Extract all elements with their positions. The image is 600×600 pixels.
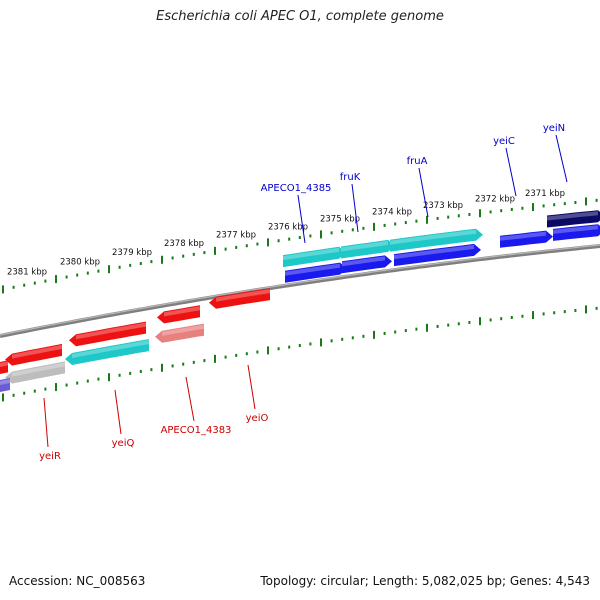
scale-label: 2376 kbp xyxy=(268,222,308,232)
feature-reverse-cds[interactable] xyxy=(5,343,62,366)
scale-label: 2377 kbp xyxy=(216,230,256,240)
scale-label: 2373 kbp xyxy=(423,201,463,211)
gene-leader-line xyxy=(185,376,195,422)
feature-yeio[interactable] xyxy=(209,288,270,309)
feature-reverse-cds[interactable] xyxy=(157,305,200,324)
feature-forward-cds[interactable] xyxy=(285,262,347,283)
feature-yeic[interactable] xyxy=(500,230,553,248)
gene-leader-line xyxy=(247,364,256,410)
gene-label-reverse[interactable]: yeiR xyxy=(39,451,61,462)
feature-layer xyxy=(0,210,600,392)
gene-label-reverse[interactable]: yeiQ xyxy=(112,438,135,449)
gene-label-forward[interactable]: APECO1_4385 xyxy=(261,183,332,194)
feature-forward-cds[interactable] xyxy=(553,224,600,241)
accession-text: Accession: NC_008563 xyxy=(9,574,146,588)
feature-apeco1-4383[interactable] xyxy=(155,323,204,343)
feature-yein[interactable] xyxy=(547,210,600,228)
gene-label-forward[interactable]: yeiN xyxy=(543,123,565,134)
gene-leader-line xyxy=(418,167,429,218)
scale-label: 2380 kbp xyxy=(60,258,100,268)
scale-label: 2371 kbp xyxy=(525,189,565,199)
scale-label: 2379 kbp xyxy=(112,248,152,258)
feature-purple[interactable] xyxy=(0,378,10,392)
scale-label: 2372 kbp xyxy=(475,194,515,204)
gene-label-forward[interactable]: fruK xyxy=(340,172,361,183)
gene-label-reverse[interactable]: APECO1_4383 xyxy=(161,425,232,436)
scale-label: 2375 kbp xyxy=(320,215,360,225)
genome-summary-text: Topology: circular; Length: 5,082,025 bp… xyxy=(260,574,590,588)
map-title: Escherichia coli APEC O1, complete genom… xyxy=(156,9,444,24)
gene-leader-line xyxy=(505,147,517,197)
feature-frua[interactable] xyxy=(390,228,483,252)
backbone-layer xyxy=(0,244,600,338)
genome-backbone xyxy=(0,244,600,338)
scale-label: 2381 kbp xyxy=(7,268,47,278)
feature-apeco1-4385[interactable] xyxy=(283,246,346,268)
gene-leader-line xyxy=(297,194,306,244)
genome-backbone-highlight xyxy=(0,244,600,336)
feature-forward-cds[interactable] xyxy=(394,243,481,267)
gene-leader-line xyxy=(114,389,122,435)
gene-label-forward[interactable]: yeiC xyxy=(493,136,515,147)
scale-label: 2378 kbp xyxy=(164,239,204,249)
scale-label: 2374 kbp xyxy=(372,207,412,217)
gene-leader-line xyxy=(555,134,568,183)
gene-leader-line xyxy=(351,183,359,233)
feature-yeiq[interactable] xyxy=(65,339,149,365)
feature-yeir[interactable] xyxy=(5,361,65,384)
feature-forward-cds[interactable] xyxy=(342,255,392,274)
label-layer: 2381 kbp 2380 kbp 2379 kbp 2378 kbp 2377 kbp… xyxy=(7,123,568,462)
feature-reverse-cds[interactable] xyxy=(69,321,146,347)
feature-fruk[interactable] xyxy=(341,239,395,259)
gene-leader-line xyxy=(43,397,49,448)
gene-label-forward[interactable]: fruA xyxy=(407,156,428,167)
tick-layer xyxy=(2,197,598,402)
gene-label-reverse[interactable]: yeiO xyxy=(246,413,269,424)
feature-reverse-cds[interactable] xyxy=(0,360,8,374)
